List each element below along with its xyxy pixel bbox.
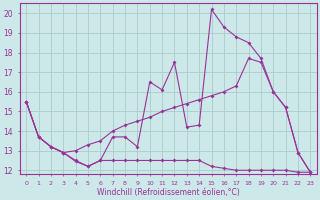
X-axis label: Windchill (Refroidissement éolien,°C): Windchill (Refroidissement éolien,°C) (97, 188, 240, 197)
